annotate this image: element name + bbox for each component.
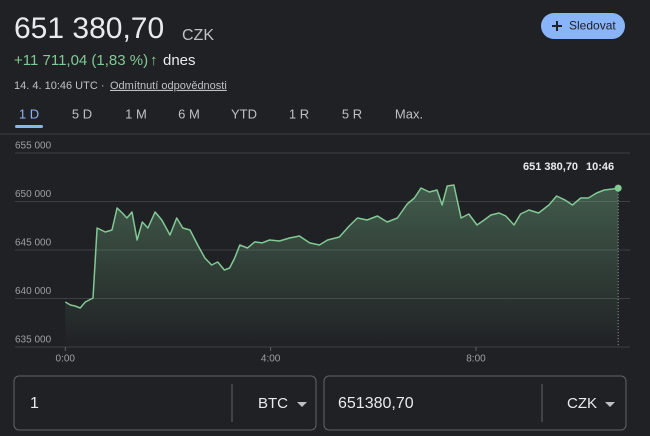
- y-tick-label: 635 000: [15, 335, 52, 346]
- plus-icon: [552, 21, 562, 31]
- currency: CZK: [182, 27, 214, 44]
- tab[interactable]: 5 R: [342, 106, 362, 121]
- from-amount: 1: [30, 395, 39, 412]
- tooltip-time: 10:46: [586, 161, 614, 173]
- change-period: dnes: [163, 52, 196, 69]
- button-bg: [541, 13, 625, 39]
- tab[interactable]: YTD: [231, 106, 257, 121]
- to-unit: CZK: [567, 395, 597, 412]
- price-line: [64, 184, 619, 309]
- y-tick-label: 655 000: [15, 141, 52, 152]
- tab[interactable]: 6 M: [178, 106, 200, 121]
- price: 651 380,70: [14, 12, 164, 45]
- x-tick-label: 4:00: [261, 354, 281, 365]
- disclaimer-link[interactable]: Odmítnutí odpovědnosti: [110, 80, 227, 92]
- timestamp: 14. 4. 10:46 UTC ·: [14, 80, 105, 92]
- to-amount: 651380,70: [338, 395, 414, 412]
- dropdown-arrow: [605, 402, 615, 407]
- from-box[interactable]: [13, 375, 317, 431]
- dropdown-arrow: [297, 402, 307, 407]
- tooltip-bg: [516, 156, 622, 178]
- y-tick-label: 645 000: [15, 238, 52, 249]
- follow-button[interactable]: Sledovat: [541, 13, 625, 39]
- change-arrow: ↑: [150, 52, 158, 69]
- end-point: [614, 184, 622, 192]
- y-tick-label: 640 000: [15, 286, 52, 297]
- button-label: Sledovat: [569, 19, 616, 33]
- area: [65, 185, 619, 347]
- tab[interactable]: 5 D: [72, 106, 92, 121]
- to-box[interactable]: [323, 375, 627, 431]
- tab[interactable]: 1 D: [19, 106, 39, 121]
- tab[interactable]: 1 R: [289, 106, 309, 121]
- y-tick-label: 650 000: [15, 189, 52, 200]
- x-tick-label: 0:00: [56, 354, 76, 365]
- change: +11 711,04 (1,83 %): [14, 52, 148, 69]
- tooltip-value: 651 380,70: [523, 161, 578, 173]
- x-tick-label: 8:00: [466, 354, 486, 365]
- tab[interactable]: 1 M: [125, 106, 147, 121]
- from-unit: BTC: [258, 395, 288, 412]
- tab[interactable]: Max.: [395, 106, 423, 121]
- tab-underline: [15, 125, 43, 128]
